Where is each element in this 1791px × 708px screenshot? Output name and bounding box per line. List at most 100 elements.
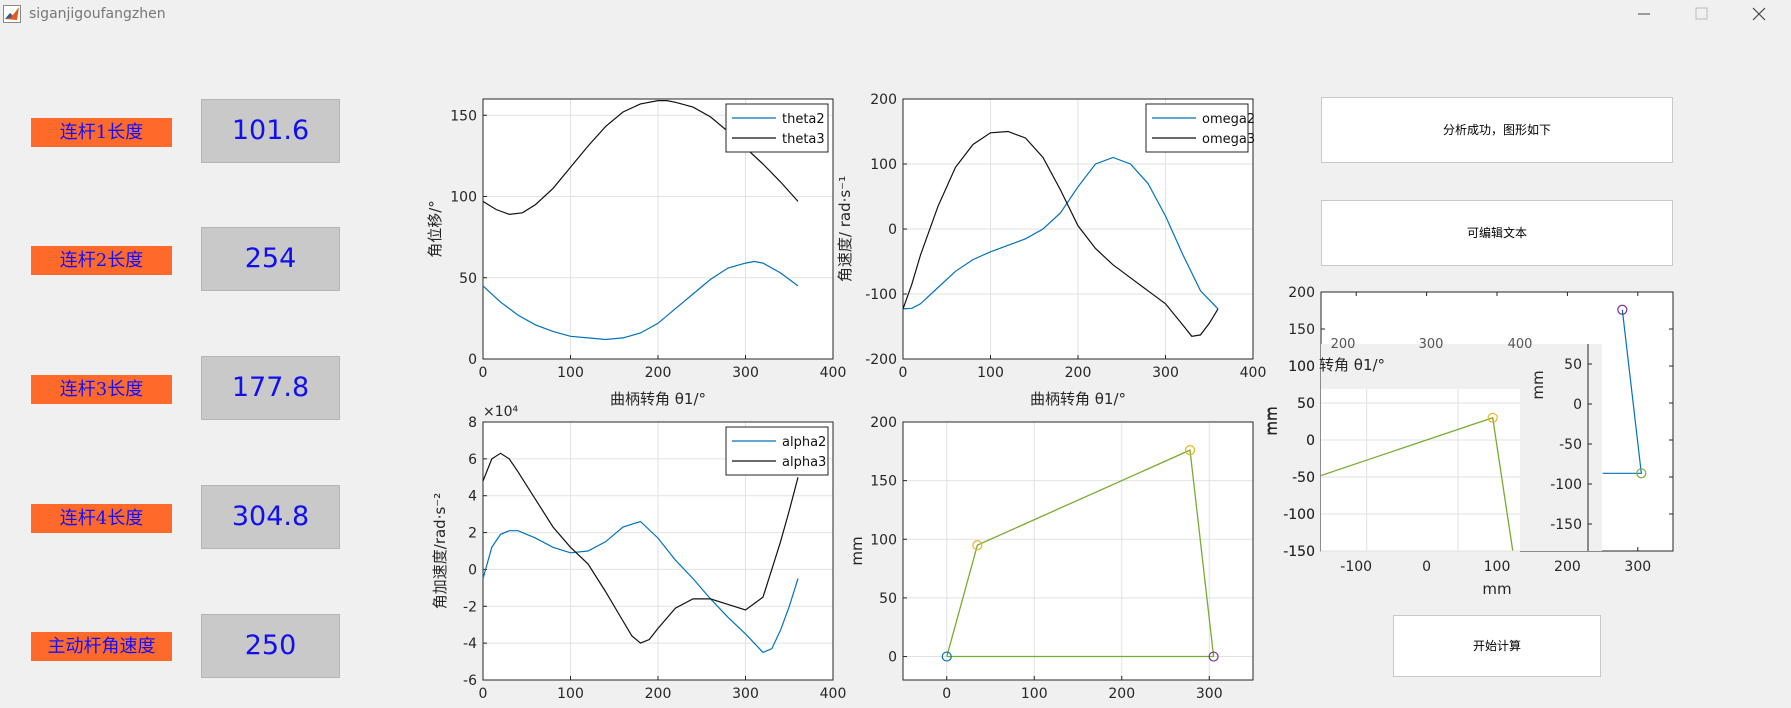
legend-label-theta2: theta2 [782, 112, 825, 127]
y-tick-label: -100 [1283, 507, 1315, 523]
y-tick-label: -4 [463, 636, 477, 652]
x-axis-label: 曲柄转角 θ1/° [1030, 390, 1126, 408]
link2-length-label: 连杆2长度 [31, 246, 172, 275]
y-axis-label: 角位移/° [426, 200, 444, 258]
minimize-icon[interactable] [1620, 0, 1666, 30]
title-bar: siganjigoufangzhen [0, 0, 1791, 30]
x-tick-label: 0 [479, 365, 488, 381]
overlay-fragment: 200 300 400 转角 θ1/° -150 -100 -50 0 50 100 mm mm -15… [1263, 337, 1602, 560]
legend-box [725, 426, 829, 476]
joint-marker [1617, 304, 1628, 315]
joint-marker [941, 651, 952, 662]
y-axis-label: 角加速度/rad·s⁻² [431, 493, 449, 609]
link2-length-value[interactable]: 254 [201, 227, 340, 291]
chart-1: 0 100 200 300 400 -200 -100 0 100 200 曲柄转角 θ1/° 角速度… [836, 92, 1266, 408]
y-tick-label: 0 [468, 562, 477, 578]
inner-y-tick-label: -150 [1283, 544, 1315, 560]
joint-marker [1208, 651, 1219, 662]
driver-angular-speed-value[interactable]: 250 [201, 614, 340, 678]
y-axis-label: mm [1262, 406, 1280, 435]
x-tick-label: -100 [1340, 559, 1372, 575]
series-line-omega2 [902, 156, 1219, 310]
y-tick-label: 150 [450, 108, 477, 124]
y-tick-label: -6 [463, 673, 477, 689]
matlab-icon [3, 5, 21, 23]
joint-marker [1636, 468, 1647, 479]
y-tick-label: 8 [468, 415, 477, 431]
x-tick-label: 100 [557, 365, 584, 381]
y-tick-label: 50 [879, 591, 897, 607]
driver-angular-speed-label: 主动杆角速度 [31, 632, 172, 661]
maximize-icon[interactable] [1678, 0, 1724, 30]
inner-joint-marker [1487, 412, 1498, 423]
start-calc-button[interactable]: 开始计算 [1393, 615, 1601, 677]
x-tick-label: 100 [557, 686, 584, 702]
x-axis-label: mm [1482, 580, 1511, 598]
inner-y-tick-label: -50 [1292, 470, 1315, 486]
chart-2: 0 100 200 300 400 -6 -4 -2 0 2 4 6 8 角加速度/rad·s⁻² alph… [431, 404, 846, 702]
inner-y-axis-label: mm [1263, 406, 1281, 435]
y-tick-label: 200 [1288, 285, 1315, 301]
link4-length-label: 连杆4长度 [31, 504, 172, 533]
back-tick-label: 400 [1508, 337, 1533, 352]
right-y-tick-label: 50 [1564, 357, 1582, 373]
y-axis-label: 角速度/ rad·s⁻¹ [836, 176, 854, 282]
y-tick-label: 150 [870, 474, 897, 490]
plot-area [903, 422, 1253, 680]
chart-3: 0 100 200 300 0 50 100 150 200 mm [848, 415, 1254, 702]
y-tick-label: -150 [1283, 544, 1315, 560]
right-y-axis-label: mm [1529, 370, 1547, 399]
x-tick-label: 0 [479, 686, 488, 702]
link4-length-value[interactable]: 304.8 [201, 485, 340, 549]
x-tick-label: 400 [820, 686, 847, 702]
y-tick-label: 200 [870, 92, 897, 108]
y-tick-label: 100 [1288, 359, 1315, 375]
legend-label-omega2: omega2 [1202, 112, 1255, 127]
x-tick-label: 300 [1152, 365, 1179, 381]
y-tick-label: -2 [463, 599, 477, 615]
y-tick-label: 0 [468, 352, 477, 368]
back-tick-label: 300 [1419, 337, 1444, 352]
joint-marker [972, 540, 983, 551]
link1-length-value[interactable]: 101.6 [201, 99, 340, 163]
x-tick-label: 400 [1240, 365, 1267, 381]
inner-y-tick-label: -100 [1283, 507, 1315, 523]
right-y-tick-label: -50 [1559, 437, 1582, 453]
x-tick-label: 100 [977, 365, 1004, 381]
legend-label-alpha3: alpha3 [782, 455, 826, 470]
inner-linkage-line [1321, 416, 1514, 551]
inner-y-tick-label: 50 [1297, 396, 1315, 412]
x-tick-label: 300 [1196, 686, 1223, 702]
overlay-strip [1358, 344, 1588, 364]
y-tick-label: 6 [468, 452, 477, 468]
back-x-axis-label: 转角 θ1/° [1319, 356, 1385, 374]
x-tick-label: 0 [1422, 559, 1431, 575]
link1-length-label: 连杆1长度 [31, 118, 172, 147]
y-tick-label: 4 [468, 489, 477, 505]
exponent-label: ×10⁴ [483, 404, 519, 420]
y-tick-label: 0 [888, 222, 897, 238]
x-tick-label: 100 [1021, 686, 1048, 702]
editable-text-button[interactable]: 可编辑文本 [1321, 200, 1673, 266]
x-tick-label: 200 [1554, 559, 1581, 575]
status-button[interactable]: 分析成功，图形如下 [1321, 97, 1673, 163]
y-tick-label: 50 [1297, 396, 1315, 412]
series-line-theta2 [482, 260, 799, 341]
y-tick-label: 0 [888, 650, 897, 666]
series-line-omega3 [902, 130, 1219, 337]
y-tick-label: 100 [870, 532, 897, 548]
y-tick-label: -200 [865, 352, 897, 368]
x-tick-label: 200 [1065, 365, 1092, 381]
y-tick-label: -100 [865, 287, 897, 303]
y-tick-label: 100 [870, 157, 897, 173]
x-tick-label: 300 [732, 365, 759, 381]
legend-box [725, 103, 829, 153]
plot-frame [902, 421, 1254, 681]
right-y-tick-label: -150 [1550, 517, 1582, 533]
back-tick-label: 200 [1331, 337, 1356, 352]
close-icon[interactable] [1736, 0, 1782, 30]
link3-length-value[interactable]: 177.8 [201, 356, 340, 420]
y-tick-label: 150 [1288, 322, 1315, 338]
inner-y-tick-label: 100 [1288, 359, 1315, 375]
